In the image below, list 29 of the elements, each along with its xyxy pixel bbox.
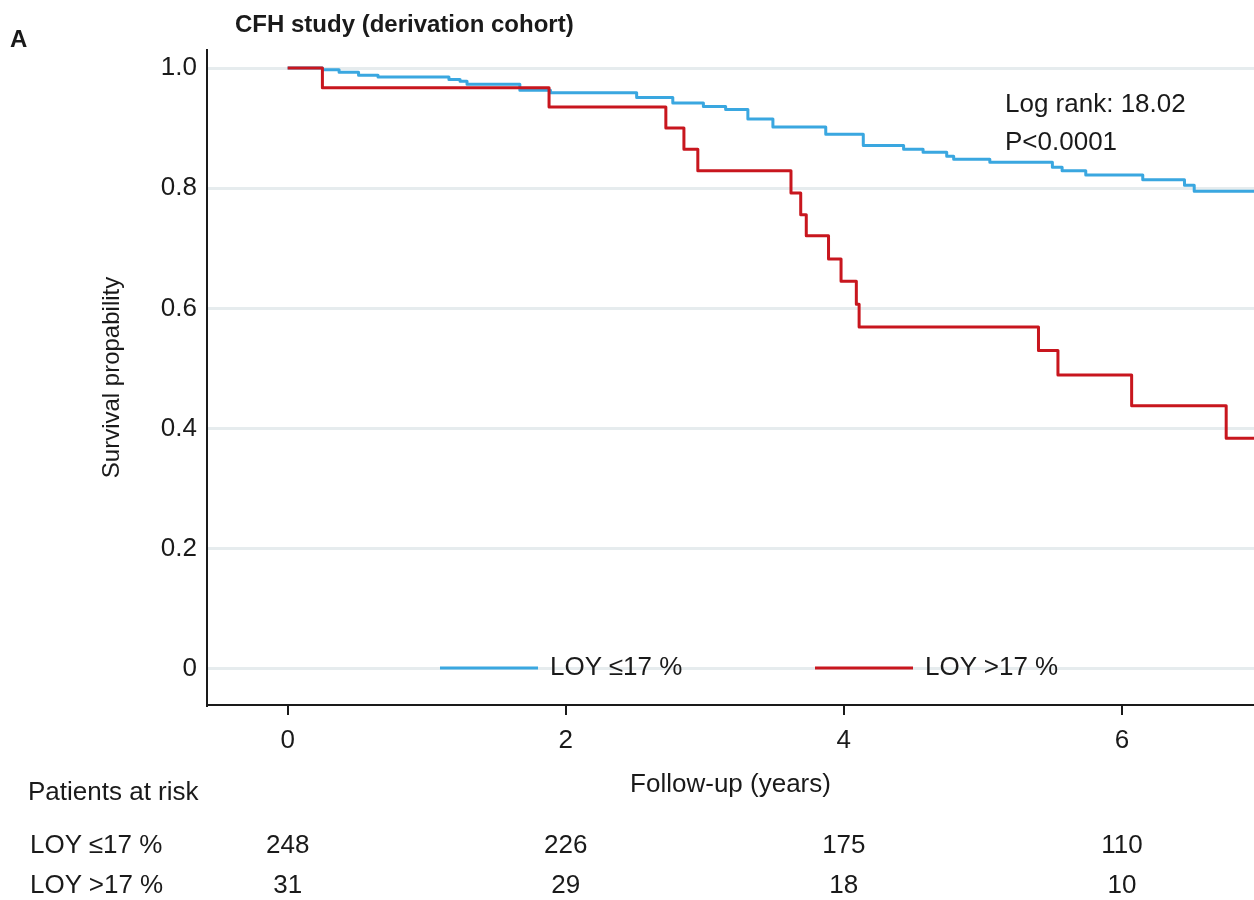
legend-label: LOY ≤17 % xyxy=(550,651,683,682)
text: 226 xyxy=(544,829,588,860)
y-tick-label: 0.4 xyxy=(160,411,197,442)
text: 110 xyxy=(1101,829,1143,860)
chart-title: CFH study (derivation cohort) xyxy=(235,9,574,37)
x-tick-label: 2 xyxy=(558,723,573,754)
annotation: Log rank: 18.02 xyxy=(1005,88,1186,119)
text: 248 xyxy=(265,829,310,860)
legend-label: LOY >17 % xyxy=(925,651,1059,682)
annotation: P<0.0001 xyxy=(1005,126,1118,157)
x-axis-title: Follow-up (years) xyxy=(630,767,831,798)
y-tick-label: 0.6 xyxy=(160,291,197,322)
text: 10 xyxy=(1107,869,1137,900)
text: LOY >17 % xyxy=(30,869,164,900)
text: A xyxy=(10,24,28,52)
x-tick-label: 6 xyxy=(1114,723,1130,754)
text: 175 xyxy=(822,829,866,860)
y-axis-title: Survival propability xyxy=(97,276,125,479)
text: 29 xyxy=(551,869,581,900)
y-tick-label: 0 xyxy=(182,652,197,683)
x-tick-label: 4 xyxy=(836,723,852,754)
text: Patients at risk xyxy=(28,776,200,807)
text: LOY ≤17 % xyxy=(30,829,163,860)
y-tick-label: 1.0 xyxy=(160,51,197,82)
text: 18 xyxy=(829,869,859,900)
text: 31 xyxy=(273,869,303,900)
y-tick-label: 0.2 xyxy=(160,531,197,562)
x-tick-label: 0 xyxy=(280,723,295,754)
y-tick-label: 0.8 xyxy=(160,171,197,202)
